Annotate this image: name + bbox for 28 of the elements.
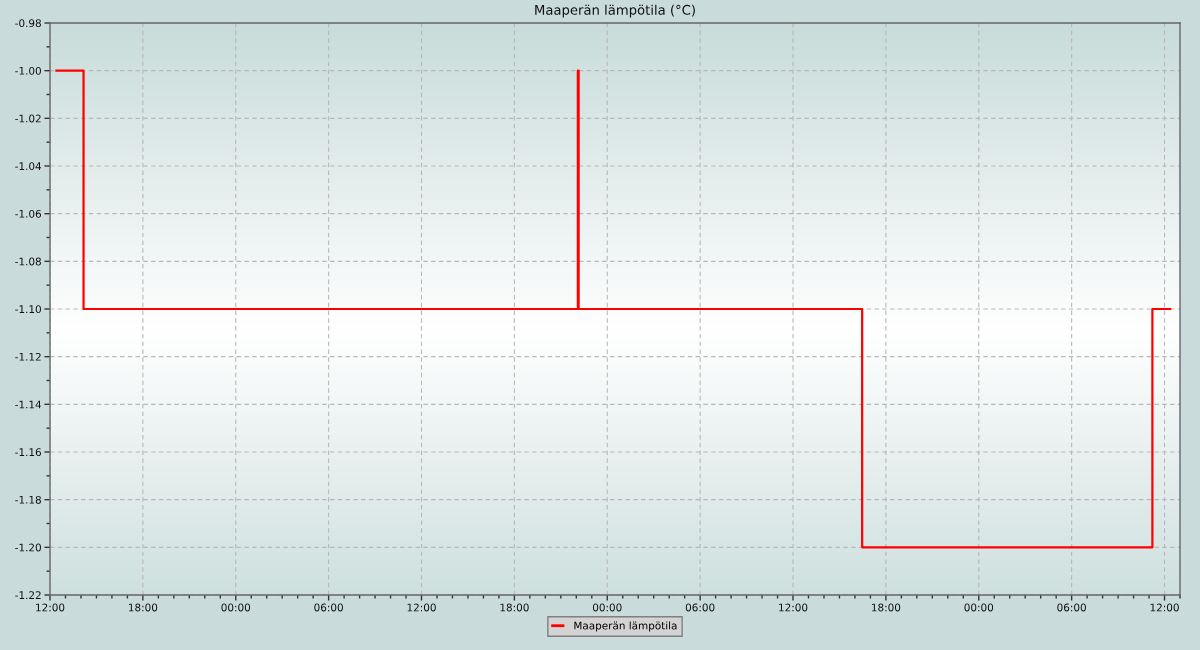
y-tick-label: -1.20 bbox=[15, 543, 41, 552]
x-tick-label: 06:00 bbox=[685, 603, 715, 612]
y-tick-label: -1.02 bbox=[15, 114, 41, 123]
y-tick-label: -1.14 bbox=[15, 400, 42, 409]
y-tick-label: -1.16 bbox=[15, 448, 42, 457]
x-tick-label: 06:00 bbox=[314, 603, 343, 612]
x-tick-label: 12:00 bbox=[407, 603, 436, 612]
x-tick-label: 00:00 bbox=[592, 603, 622, 612]
x-tick-label: 00:00 bbox=[221, 603, 251, 612]
y-tick-label: -1.12 bbox=[15, 352, 41, 361]
y-tick-label: -0.98 bbox=[15, 19, 41, 28]
x-tick-label: 18:00 bbox=[872, 603, 901, 612]
chart-title: Maaperän lämpötila (°C) bbox=[535, 4, 695, 18]
y-tick-label: -1.22 bbox=[15, 591, 41, 599]
x-tick-label: 18:00 bbox=[500, 603, 529, 612]
y-tick-label: -1.18 bbox=[15, 495, 41, 504]
x-tick-label: 18:00 bbox=[129, 603, 158, 612]
x-tick-label: 12:00 bbox=[1150, 603, 1179, 612]
y-tick-label: -1.06 bbox=[15, 209, 42, 218]
y-tick-label: -1.04 bbox=[15, 162, 42, 171]
x-tick-label: 06:00 bbox=[1057, 603, 1086, 612]
y-tick-label: -1.08 bbox=[15, 257, 41, 266]
x-tick-label: 12:00 bbox=[779, 603, 808, 612]
legend-label: Maaperän lämpötila bbox=[574, 621, 677, 632]
y-tick-label: -1.10 bbox=[15, 305, 41, 314]
x-tick-label: 00:00 bbox=[964, 603, 994, 612]
x-tick-label: 12:00 bbox=[36, 603, 65, 612]
y-tick-label: -1.00 bbox=[15, 66, 41, 75]
